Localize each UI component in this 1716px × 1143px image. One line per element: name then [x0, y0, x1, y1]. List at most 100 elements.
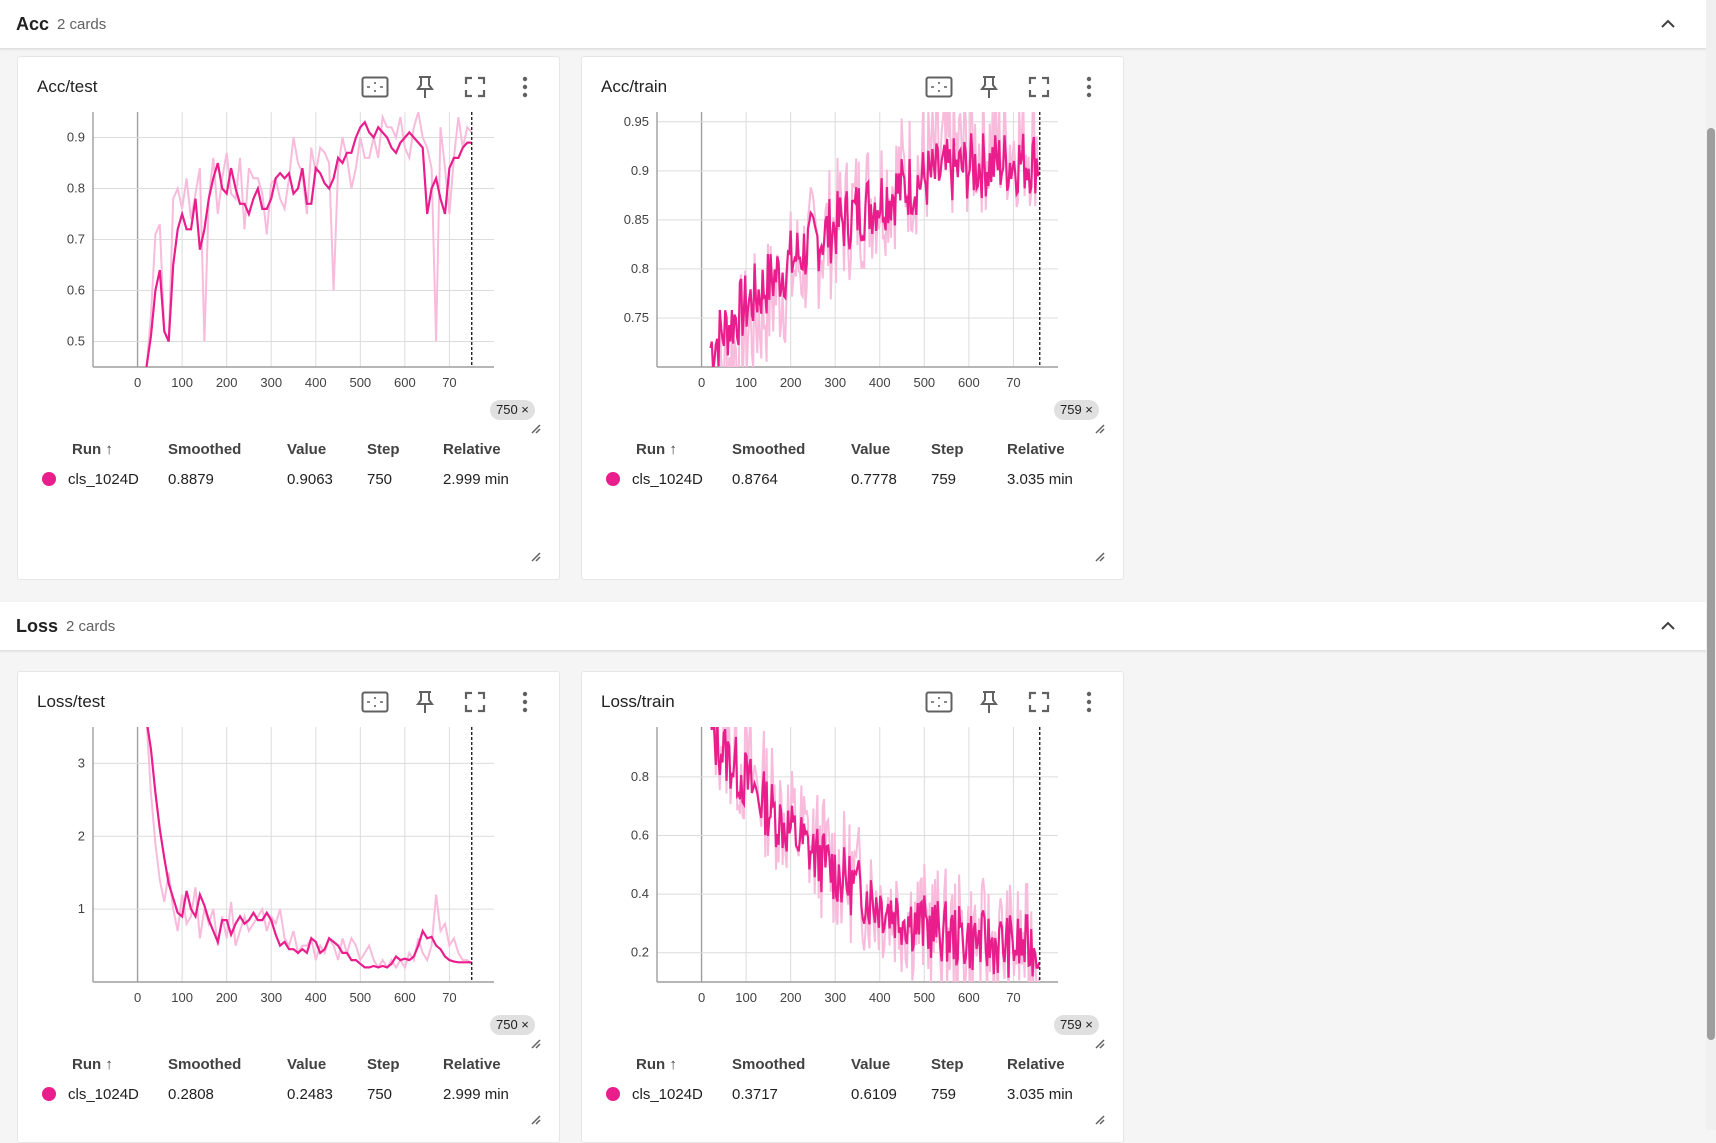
- y-tick-label: 0.7: [67, 232, 85, 247]
- fullscreen-icon: [1028, 691, 1050, 713]
- more-options-button[interactable]: [1075, 73, 1103, 101]
- legend-header-run[interactable]: Run ↑: [72, 441, 113, 458]
- more-options-button[interactable]: [511, 688, 539, 716]
- run-color-dot: [42, 472, 56, 486]
- series-line-raw: [713, 727, 1041, 982]
- x-tick-label: 500: [349, 375, 371, 390]
- x-tick-label: 300: [260, 375, 282, 390]
- x-tick-label: 100: [735, 375, 757, 390]
- y-tick-label: 2: [78, 828, 85, 843]
- x-tick-label: 600: [394, 990, 416, 1005]
- legend-header-run[interactable]: Run ↑: [636, 1056, 677, 1073]
- legend-header-smoothed: Smoothed: [732, 1056, 806, 1073]
- legend-cell-value: 0.7778: [851, 471, 897, 488]
- chevron-up-icon[interactable]: [1658, 616, 1678, 636]
- pin-icon: [416, 691, 434, 713]
- series-line-smoothed: [146, 727, 472, 969]
- y-tick-label: 0.6: [631, 827, 649, 842]
- fit-domain-button[interactable]: [925, 688, 953, 716]
- run-color-dot: [606, 472, 620, 486]
- fit-domain-icon: [361, 76, 389, 98]
- fit-domain-icon: [361, 691, 389, 713]
- card-title: Acc/train: [601, 77, 668, 96]
- x-tick-label: 600: [958, 990, 980, 1005]
- legend-header-run[interactable]: Run ↑: [72, 1056, 113, 1073]
- pin-button[interactable]: [975, 73, 1003, 101]
- chart-resize-icon[interactable]: [1094, 423, 1106, 435]
- legend-header-value: Value: [287, 1056, 327, 1073]
- x-tick-label: 400: [869, 990, 891, 1005]
- line-chart[interactable]: 0 100 200 300 400 500 600 70 1 2 3: [18, 727, 559, 1027]
- fullscreen-button[interactable]: [1025, 73, 1053, 101]
- chart-resize-icon[interactable]: [530, 1038, 542, 1050]
- x-tick-label: 400: [305, 990, 327, 1005]
- legend-cell-smoothed: 0.8764: [732, 471, 778, 488]
- page-scrollbar[interactable]: [1706, 0, 1716, 1130]
- card-resize-icon[interactable]: [1094, 1114, 1106, 1126]
- x-tick-label: 0: [134, 990, 141, 1005]
- chart-resize-icon[interactable]: [530, 423, 542, 435]
- y-tick-label: 0.85: [624, 212, 649, 227]
- legend-cell-value: 0.9063: [287, 471, 333, 488]
- fit-domain-button[interactable]: [361, 73, 389, 101]
- legend-cell-run: cls_1024D: [632, 1086, 703, 1103]
- legend-header-run[interactable]: Run ↑: [636, 441, 677, 458]
- fit-domain-button[interactable]: [361, 688, 389, 716]
- y-tick-label: 0.8: [631, 769, 649, 784]
- x-tick-label: 0: [134, 375, 141, 390]
- step-cursor-badge[interactable]: 759 ×: [1054, 1015, 1099, 1035]
- more-options-button[interactable]: [511, 73, 539, 101]
- group-header-loss[interactable]: Loss 2 cards: [0, 602, 1706, 651]
- legend-header-value: Value: [287, 441, 327, 458]
- card-resize-icon[interactable]: [1094, 551, 1106, 563]
- x-tick-label: 600: [394, 375, 416, 390]
- x-tick-label: 200: [780, 990, 802, 1005]
- x-tick-label: 400: [869, 375, 891, 390]
- legend-header-relative: Relative: [443, 1056, 501, 1073]
- pin-button[interactable]: [411, 688, 439, 716]
- legend-cell-value: 0.6109: [851, 1086, 897, 1103]
- y-tick-label: 0.9: [67, 130, 85, 145]
- step-cursor-badge[interactable]: 750 ×: [490, 1015, 535, 1035]
- line-chart[interactable]: 0 100 200 300 400 500 600 70 0.5 0.6 0.7 0.8 0.9: [18, 112, 559, 412]
- run-color-dot: [606, 1087, 620, 1101]
- scalar-card-acc-test: Acc/test 0 100 200 300 400 500 600 70 0.5 0.6 0.7 0…: [17, 56, 560, 580]
- scalar-card-loss-train: Loss/train 0 100 200 300 400 500 600 70 0.2 0.4 0.…: [581, 671, 1124, 1143]
- y-tick-label: 0.5: [67, 334, 85, 349]
- y-tick-label: 0.2: [631, 945, 649, 960]
- more-vert-icon: [1086, 76, 1092, 98]
- step-cursor-badge[interactable]: 750 ×: [490, 400, 535, 420]
- fit-domain-button[interactable]: [925, 73, 953, 101]
- scrollbar-thumb[interactable]: [1707, 128, 1715, 1040]
- x-tick-label: 200: [216, 375, 238, 390]
- group-title: Loss: [16, 615, 59, 636]
- pin-button[interactable]: [975, 688, 1003, 716]
- y-tick-label: 3: [78, 755, 85, 770]
- fullscreen-button[interactable]: [1025, 688, 1053, 716]
- chevron-up-icon[interactable]: [1658, 14, 1678, 34]
- legend-header-smoothed: Smoothed: [168, 441, 242, 458]
- group-title: Acc: [16, 13, 50, 34]
- fullscreen-button[interactable]: [461, 688, 489, 716]
- pin-button[interactable]: [411, 73, 439, 101]
- chart-resize-icon[interactable]: [1094, 1038, 1106, 1050]
- fullscreen-button[interactable]: [461, 73, 489, 101]
- group-header-acc[interactable]: Acc 2 cards: [0, 0, 1706, 49]
- legend-table: Run ↑ cls_1024D Smoothed 0.8879 Value 0.9063 S…: [18, 441, 559, 501]
- y-tick-label: 0.8: [631, 261, 649, 276]
- fit-domain-icon: [925, 76, 953, 98]
- line-chart[interactable]: 0 100 200 300 400 500 600 70 0.2 0.4 0.6 0.8: [582, 727, 1123, 1027]
- x-tick-label: 70: [1006, 990, 1020, 1005]
- y-tick-label: 0.8: [67, 181, 85, 196]
- legend-cell-relative: 2.999 min: [443, 1086, 509, 1103]
- legend-cell-run: cls_1024D: [68, 1086, 139, 1103]
- more-options-button[interactable]: [1075, 688, 1103, 716]
- legend-cell-step: 759: [931, 1086, 957, 1103]
- card-resize-icon[interactable]: [530, 551, 542, 563]
- step-cursor-badge[interactable]: 759 ×: [1054, 400, 1099, 420]
- legend-cell-step: 759: [931, 471, 957, 488]
- legend-table: Run ↑ cls_1024D Smoothed 0.3717 Value 0.6109 S…: [582, 1056, 1123, 1116]
- card-resize-icon[interactable]: [530, 1114, 542, 1126]
- x-tick-label: 500: [913, 375, 935, 390]
- line-chart[interactable]: 0 100 200 300 400 500 600 70 0.75 0.8 0.85 0.9 0.95: [582, 112, 1123, 412]
